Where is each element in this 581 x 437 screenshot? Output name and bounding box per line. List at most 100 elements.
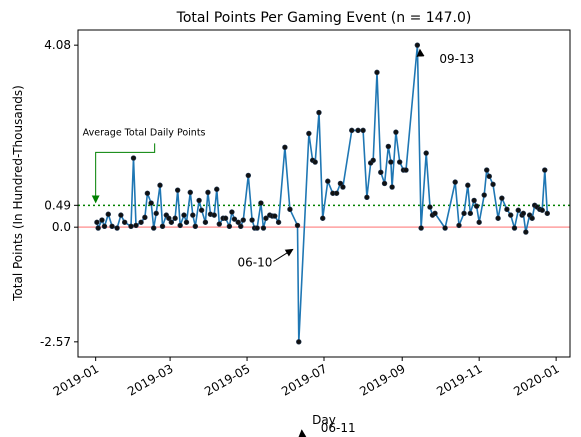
data-point: [192, 223, 199, 229]
data-point: [325, 178, 331, 184]
data-point: [461, 210, 467, 217]
data-point: [138, 219, 144, 225]
data-point: [148, 200, 154, 206]
data-point: [177, 222, 183, 229]
data-point: [495, 215, 501, 221]
data-point: [121, 219, 128, 225]
data-point: [333, 190, 340, 196]
data-point: [216, 221, 222, 227]
data-point: [544, 210, 550, 217]
data-point: [320, 215, 326, 221]
x-axis-label: Day: [312, 413, 336, 427]
data-point: [364, 194, 370, 200]
plot-frame: [77, 29, 571, 358]
data-point: [174, 187, 181, 193]
x-tick-label: 2019-01: [51, 361, 101, 398]
data-point: [511, 225, 518, 231]
data-point: [114, 225, 120, 231]
data-point: [389, 184, 395, 190]
data-point: [378, 169, 384, 176]
data-point: [467, 210, 474, 217]
data-point: [393, 129, 399, 135]
data-point: [101, 223, 108, 229]
data-point: [294, 222, 301, 229]
x-tick-label: 2020-01: [511, 361, 561, 398]
data-point: [133, 222, 139, 229]
data-point: [202, 219, 209, 225]
data-point: [456, 222, 462, 229]
data-point: [260, 225, 267, 231]
data-point: [235, 219, 241, 225]
data-point: [473, 203, 480, 209]
data-point: [118, 212, 124, 218]
chart-title: Total Points Per Gaming Event (n = 147.0…: [176, 10, 472, 26]
data-point: [340, 184, 346, 190]
y-tick-label: 0.0: [52, 220, 71, 234]
data-point: [499, 195, 505, 201]
data-point: [427, 204, 433, 210]
data-point: [539, 207, 545, 213]
data-point: [504, 206, 510, 213]
data-point: [452, 179, 458, 185]
data-point: [396, 159, 403, 165]
annotation-arrow: [91, 143, 156, 204]
data-point: [222, 215, 229, 221]
data-point: [287, 206, 293, 213]
data-point: [245, 172, 252, 179]
data-point: [95, 225, 101, 231]
data-point: [258, 200, 264, 206]
data-point: [142, 214, 148, 221]
data-point: [128, 223, 134, 229]
data-point: [385, 143, 392, 150]
data-point: [183, 219, 190, 225]
data-point: [442, 225, 448, 231]
data-point: [306, 130, 312, 137]
data-point: [490, 181, 496, 188]
data-point: [403, 167, 409, 173]
x-tick-label: 2019-03: [125, 361, 175, 398]
data-point: [476, 219, 482, 225]
data-point: [94, 219, 100, 225]
y-tick-label: -2.57: [40, 335, 71, 349]
y-tick-label: 0.49: [44, 198, 71, 212]
data-point: [198, 207, 205, 213]
data-point: [316, 109, 322, 116]
data-point: [374, 69, 380, 76]
data-point: [168, 219, 175, 225]
data-point: [172, 215, 178, 221]
data-point: [238, 223, 244, 229]
data-point: [240, 217, 246, 223]
data-point: [226, 223, 233, 229]
data-point: [388, 159, 394, 165]
data-point: [214, 186, 220, 192]
data-point: [432, 210, 438, 217]
data-point: [105, 211, 111, 217]
data-point: [190, 212, 196, 218]
x-tick-label: 2019-07: [279, 361, 329, 398]
data-point: [471, 197, 477, 204]
data-point: [109, 223, 115, 229]
annotation: 09-13: [439, 52, 474, 66]
data-point: [159, 223, 166, 229]
data-point: [275, 219, 282, 225]
data-point: [423, 150, 429, 156]
data-point: [414, 42, 421, 48]
data-point: [296, 339, 302, 345]
data-point: [465, 182, 471, 188]
series-line: [96, 45, 549, 342]
data-point: [418, 225, 424, 231]
data-point: [542, 167, 548, 173]
x-tick-label: 2019-09: [357, 361, 407, 398]
data-point: [144, 190, 151, 196]
annotation: 06-11: [321, 421, 356, 435]
data-point: [196, 197, 202, 204]
data-point: [381, 180, 388, 187]
data-point: [150, 225, 157, 231]
annotation-arrow: [273, 248, 294, 262]
data-point: [231, 216, 238, 222]
data-point: [130, 155, 137, 161]
data-point: [312, 159, 318, 165]
annotation-arrow: [298, 429, 307, 437]
annotation: 06-10: [238, 255, 273, 269]
